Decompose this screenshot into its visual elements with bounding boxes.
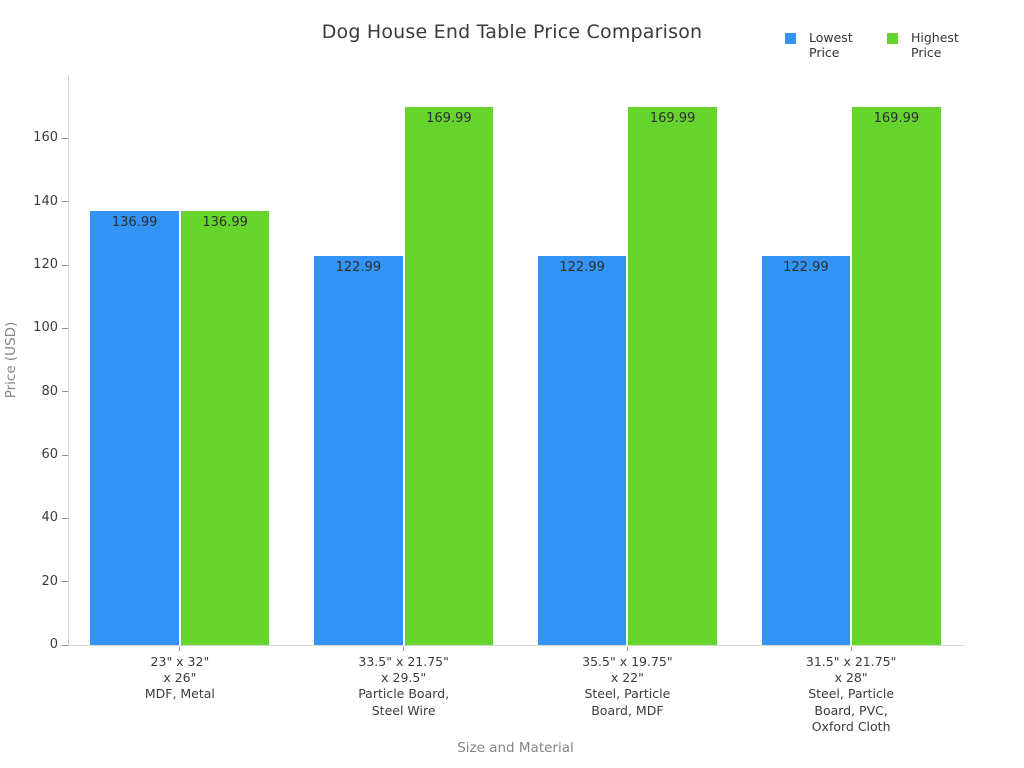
bar-lowest-price: [537, 255, 627, 645]
chart-title: Dog House End Table Price Comparison: [321, 21, 703, 43]
legend-swatch-lowest-price-icon: [785, 33, 796, 44]
x-tick-label: 33.5" x 21.75" x 29.5" Particle Board, S…: [358, 654, 450, 718]
bar-value-label: 122.99: [783, 259, 829, 275]
y-tick-label: 20: [41, 573, 58, 589]
y-tick-label: 160: [33, 130, 58, 146]
plot-area: [68, 75, 964, 646]
y-tick: [62, 264, 68, 266]
x-tick-label: 23" x 32" x 26" MDF, Metal: [144, 654, 215, 702]
bar-highest-price: [628, 106, 717, 645]
y-tick: [62, 137, 68, 139]
y-tick-label: 80: [41, 383, 58, 399]
y-tick-label: 60: [41, 447, 58, 462]
bar-value-label: 169.99: [649, 110, 696, 126]
bar-value-label: 169.99: [873, 110, 920, 126]
bar-value-label: 122.99: [559, 259, 605, 275]
y-tick: [62, 327, 68, 329]
y-tick: [62, 201, 68, 203]
bar-highest-price: [404, 106, 494, 645]
y-tick-label: 0: [49, 637, 58, 652]
x-tick-label: 31.5" x 21.75" x 28" Steel, Particle Boa…: [805, 654, 897, 734]
y-tick-label: 40: [41, 510, 58, 526]
x-tick-label: 35.5" x 19.75" x 22" Steel, Particle Boa…: [582, 654, 673, 718]
y-tick-label: 120: [33, 257, 58, 272]
bar-value-label: 169.99: [426, 110, 472, 126]
x-tick: [179, 647, 181, 651]
bar-value-label: 136.99: [202, 215, 248, 231]
y-tick-label: 100: [33, 320, 58, 336]
bar-lowest-price: [314, 255, 403, 645]
y-tick-label: 140: [33, 193, 58, 209]
bar-value-label: 136.99: [111, 215, 158, 231]
bar-lowest-price: [761, 255, 851, 645]
bar-value-label: 122.99: [335, 259, 382, 275]
y-tick: [62, 644, 68, 646]
bar-highest-price: [180, 211, 270, 645]
y-tick: [62, 517, 68, 519]
y-tick: [62, 581, 68, 583]
legend-item-lowest-price: Lowest Price: [785, 30, 861, 60]
x-tick: [403, 647, 405, 651]
y-tick: [62, 454, 68, 456]
x-tick: [850, 647, 852, 651]
legend-label-highest-price: Highest Price: [911, 30, 959, 60]
legend-label-lowest-price: Lowest Price: [809, 30, 853, 60]
x-axis-title: Size and Material: [457, 740, 574, 756]
bar-lowest-price: [90, 211, 179, 645]
bar-highest-price: [852, 106, 941, 645]
legend: Lowest Price Highest Price: [785, 30, 963, 60]
x-tick: [626, 647, 628, 651]
legend-item-highest-price: Highest Price: [887, 30, 963, 60]
legend-swatch-highest-price-icon: [887, 33, 898, 44]
y-tick: [62, 391, 68, 393]
